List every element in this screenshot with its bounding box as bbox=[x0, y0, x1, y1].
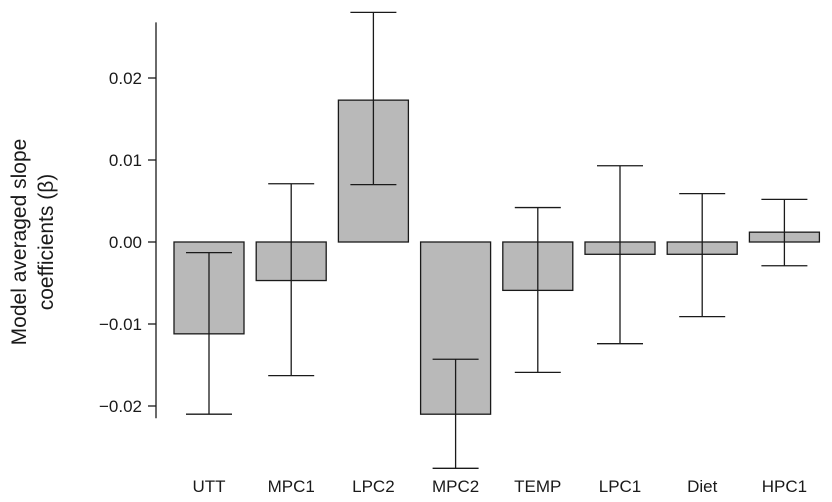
y-tick-label: −0.02 bbox=[99, 397, 142, 416]
x-tick-label: Diet bbox=[687, 477, 718, 496]
error-bars bbox=[186, 11, 808, 469]
x-tick-label: MPC2 bbox=[432, 477, 479, 496]
x-axis-labels: UTT MPC1 LPC2 MPC2 TEMP LPC1 Diet HPC1 bbox=[192, 477, 807, 496]
bars bbox=[173, 99, 821, 415]
y-axis-label-line-2: coefficients (β) bbox=[35, 174, 58, 311]
y-tick-label: 0.00 bbox=[109, 233, 142, 252]
y-tick-label: 0.02 bbox=[109, 69, 142, 88]
y-axis-label: Model averaged slope coefficients (β) bbox=[8, 139, 58, 346]
x-tick-label: UTT bbox=[192, 477, 225, 496]
x-tick-label: LPC2 bbox=[352, 477, 395, 496]
y-axis: 0.02 0.01 0.00 −0.01 −0.02 bbox=[99, 22, 157, 419]
y-tick-label: 0.01 bbox=[109, 151, 142, 170]
x-tick-label: LPC1 bbox=[599, 477, 642, 496]
y-axis-label-line-1: Model averaged slope bbox=[8, 139, 31, 346]
x-tick-label: MPC1 bbox=[268, 477, 315, 496]
y-tick-label: −0.01 bbox=[99, 315, 142, 334]
x-tick-label: HPC1 bbox=[762, 477, 807, 496]
x-tick-label: TEMP bbox=[514, 477, 561, 496]
